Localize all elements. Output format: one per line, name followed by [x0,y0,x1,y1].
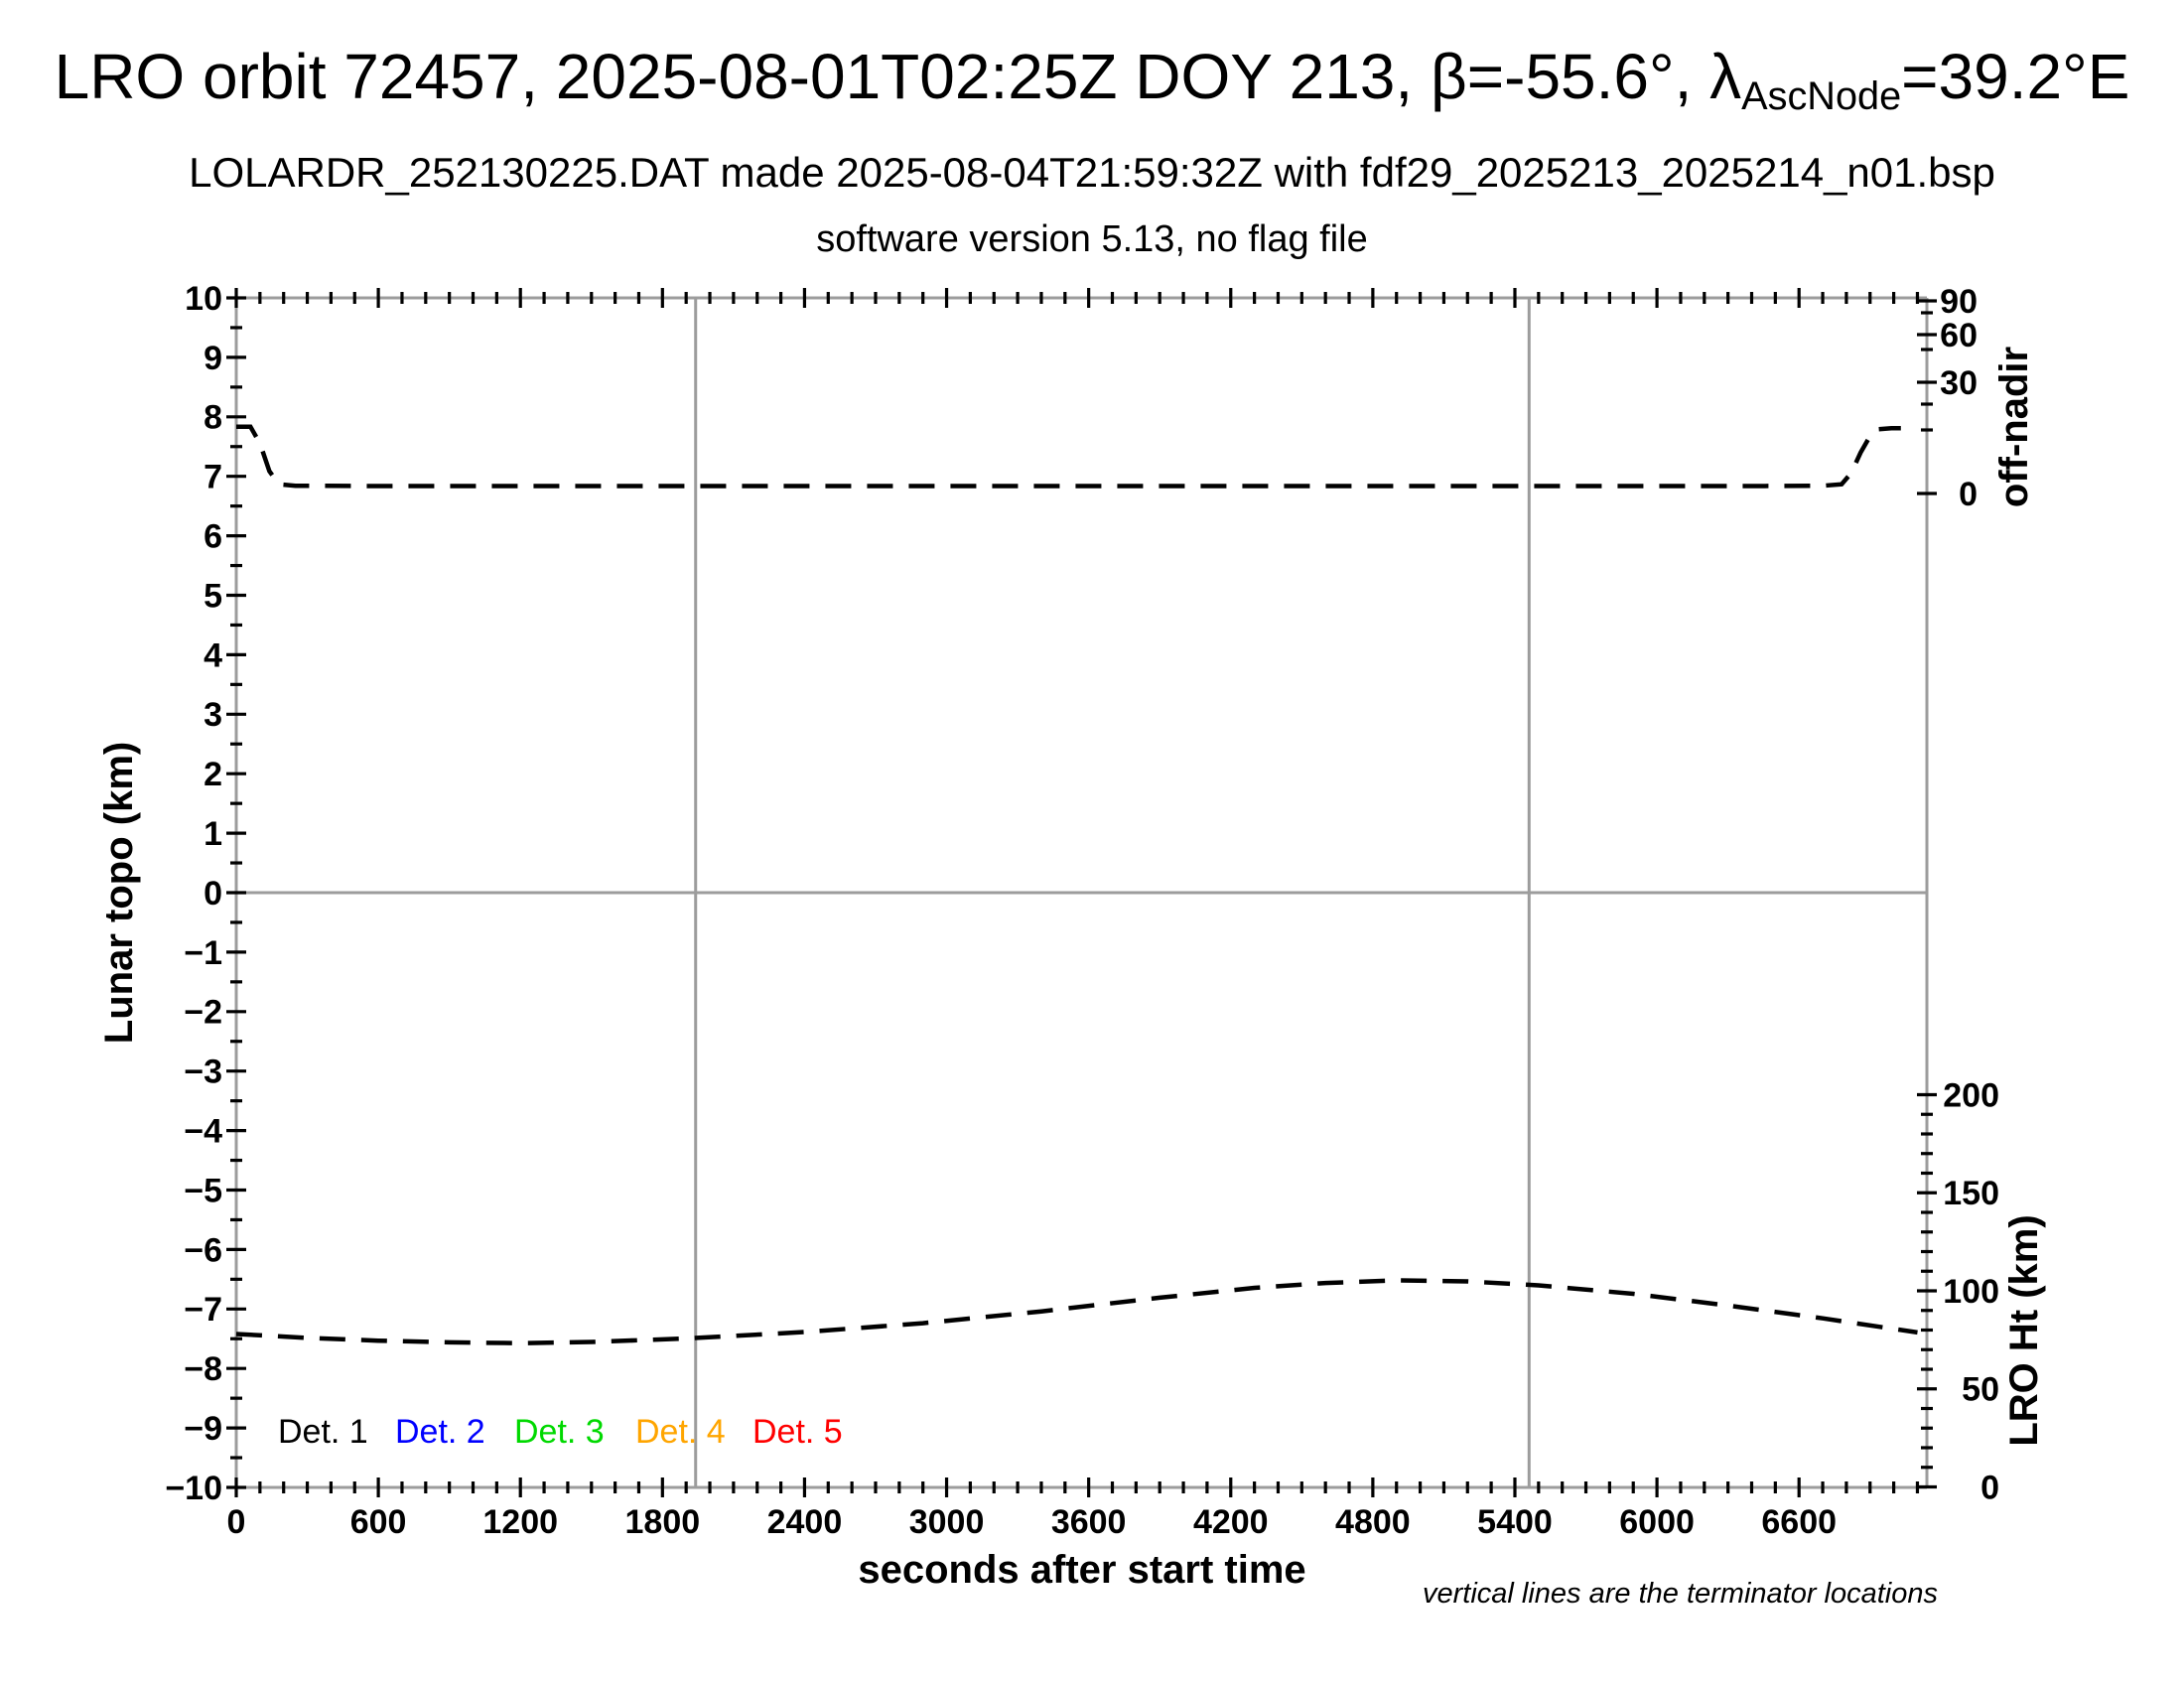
left-axis-title: Lunar topo (km) [97,742,141,1044]
x-axis-tick-label: 5400 [1477,1503,1553,1541]
legend-item-label: Det. 4 [635,1413,726,1451]
topo-axis-tick-label: −2 [184,994,222,1032]
topo-axis-tick-label: 4 [204,636,222,674]
topo-axis-tick-label: −10 [165,1470,222,1507]
topo-axis-tick-label: −5 [184,1172,222,1209]
topo-axis-tick-label: 2 [204,756,222,793]
topo-axis-tick-label: 6 [204,518,222,556]
title-subscript: AscNode [1741,74,1902,119]
x-axis-tick-label: 2400 [767,1503,843,1541]
topo-axis-tick-label: −6 [184,1231,222,1269]
topo-axis-tick-label: −8 [184,1350,222,1388]
x-axis-tick-label: 0 [227,1503,246,1541]
lro-ht-tick-label: 0 [1980,1469,1999,1506]
x-axis-tick-label: 1800 [625,1503,701,1541]
off-nadir-curve [236,424,1901,489]
title-text: LRO orbit 72457, 2025-08-01T02:25Z DOY 2… [54,41,1742,112]
topo-axis-tick-label: 7 [204,459,222,496]
lro-ht-tick-label: 200 [1943,1076,1999,1114]
lro-ht-tick-label: 100 [1943,1273,1999,1311]
x-axis-tick-label: 4800 [1335,1503,1411,1541]
lro-height-curve [235,1278,1918,1345]
topo-axis-tick-label: 3 [204,696,222,734]
title-suffix: =39.2°E [1901,41,2130,112]
page-title: LRO orbit 72457, 2025-08-01T02:25Z DOY 2… [0,40,2184,119]
legend-item-label: Det. 5 [752,1413,843,1451]
file-subtitle: LOLARDR_252130225.DAT made 2025-08-04T21… [189,149,1995,196]
off-nadir-tick-label: 30 [1940,364,1978,402]
x-axis-tick-label: 6600 [1761,1503,1837,1541]
topo-axis-tick-label: −3 [184,1054,222,1091]
topo-axis-tick-label: −4 [184,1113,222,1151]
off-nadir-axis-title: off-nadir [1992,347,2036,507]
terminator-note: vertical lines are the terminator locati… [1423,1578,1938,1610]
x-axis-tick-label: 3600 [1051,1503,1127,1541]
x-axis-tick-label: 3000 [909,1503,985,1541]
off-nadir-tick-label: 90 [1940,283,1978,321]
legend-item-label: Det. 1 [278,1413,368,1451]
off-nadir-tick-label: 60 [1940,317,1978,354]
topo-axis-tick-label: 1 [204,815,222,853]
software-subtitle: software version 5.13, no flag file [816,218,1368,260]
topo-axis-tick-label: 5 [204,577,222,615]
topo-axis-tick-label: −7 [184,1291,222,1329]
topo-axis-tick-label: 8 [204,399,222,437]
lro-ht-tick-label: 50 [1962,1371,1999,1409]
legend-item-label: Det. 3 [514,1413,605,1451]
lro-ht-axis-title: LRO Ht (km) [2002,1214,2046,1446]
topo-axis-tick-label: −1 [184,934,222,972]
legend-item-label: Det. 2 [395,1413,485,1451]
topo-axis-tick-label: 10 [185,280,222,318]
topo-axis-tick-label: 0 [204,875,222,913]
x-axis-tick-label: 600 [350,1503,407,1541]
topo-axis-tick-label: −9 [184,1410,222,1448]
lro-ht-tick-label: 150 [1943,1175,1999,1212]
topo-axis-tick-label: 9 [204,340,222,377]
x-axis-title: seconds after start time [858,1548,1305,1592]
x-axis-tick-label: 6000 [1619,1503,1695,1541]
x-axis-tick-label: 4200 [1193,1503,1269,1541]
x-axis-tick-label: 1200 [482,1503,558,1541]
off-nadir-tick-label: 0 [1959,476,1978,513]
